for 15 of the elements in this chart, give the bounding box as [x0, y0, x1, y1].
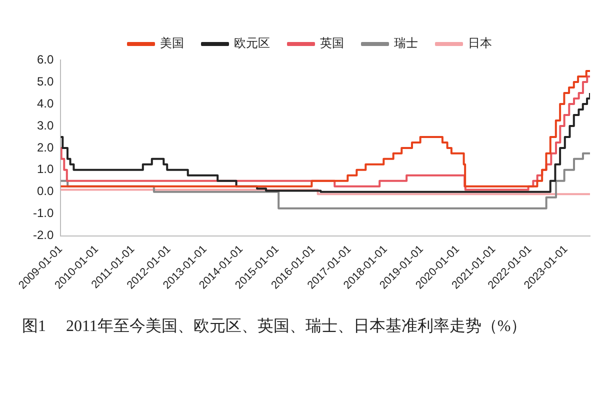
y-tick-label: -1.0: [32, 206, 54, 220]
text: 图1 2011年至今美国、欧元区、英国、瑞士、日本基准利率走势（%）: [22, 316, 528, 337]
legend-label: 日本: [468, 36, 492, 50]
y-tick-label: 1.0: [36, 162, 54, 176]
legend-label: 美国: [160, 36, 184, 50]
legend-label: 英国: [320, 36, 344, 50]
y-tick-label: 4.0: [36, 96, 54, 110]
y-tick-label: 2.0: [36, 140, 54, 154]
y-tick-label: 5.0: [36, 74, 54, 88]
y-tick-label: 3.0: [36, 118, 54, 132]
y-tick-label: -2.0: [32, 228, 54, 242]
legend-label: 瑞士: [394, 36, 418, 50]
y-tick-label: 0.0: [36, 184, 54, 198]
y-tick-label: 6.0: [36, 52, 54, 66]
legend-label: 欧元区: [234, 36, 270, 50]
